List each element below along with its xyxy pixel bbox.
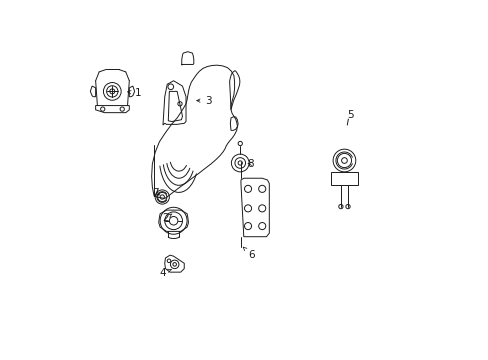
Text: 6: 6	[243, 247, 254, 260]
Text: 7: 7	[152, 188, 159, 198]
Text: 1: 1	[127, 88, 141, 98]
Text: 5: 5	[347, 111, 353, 121]
Text: 3: 3	[196, 96, 211, 105]
Text: 2: 2	[162, 213, 172, 223]
Text: 8: 8	[247, 159, 254, 169]
Text: 4: 4	[159, 268, 171, 278]
